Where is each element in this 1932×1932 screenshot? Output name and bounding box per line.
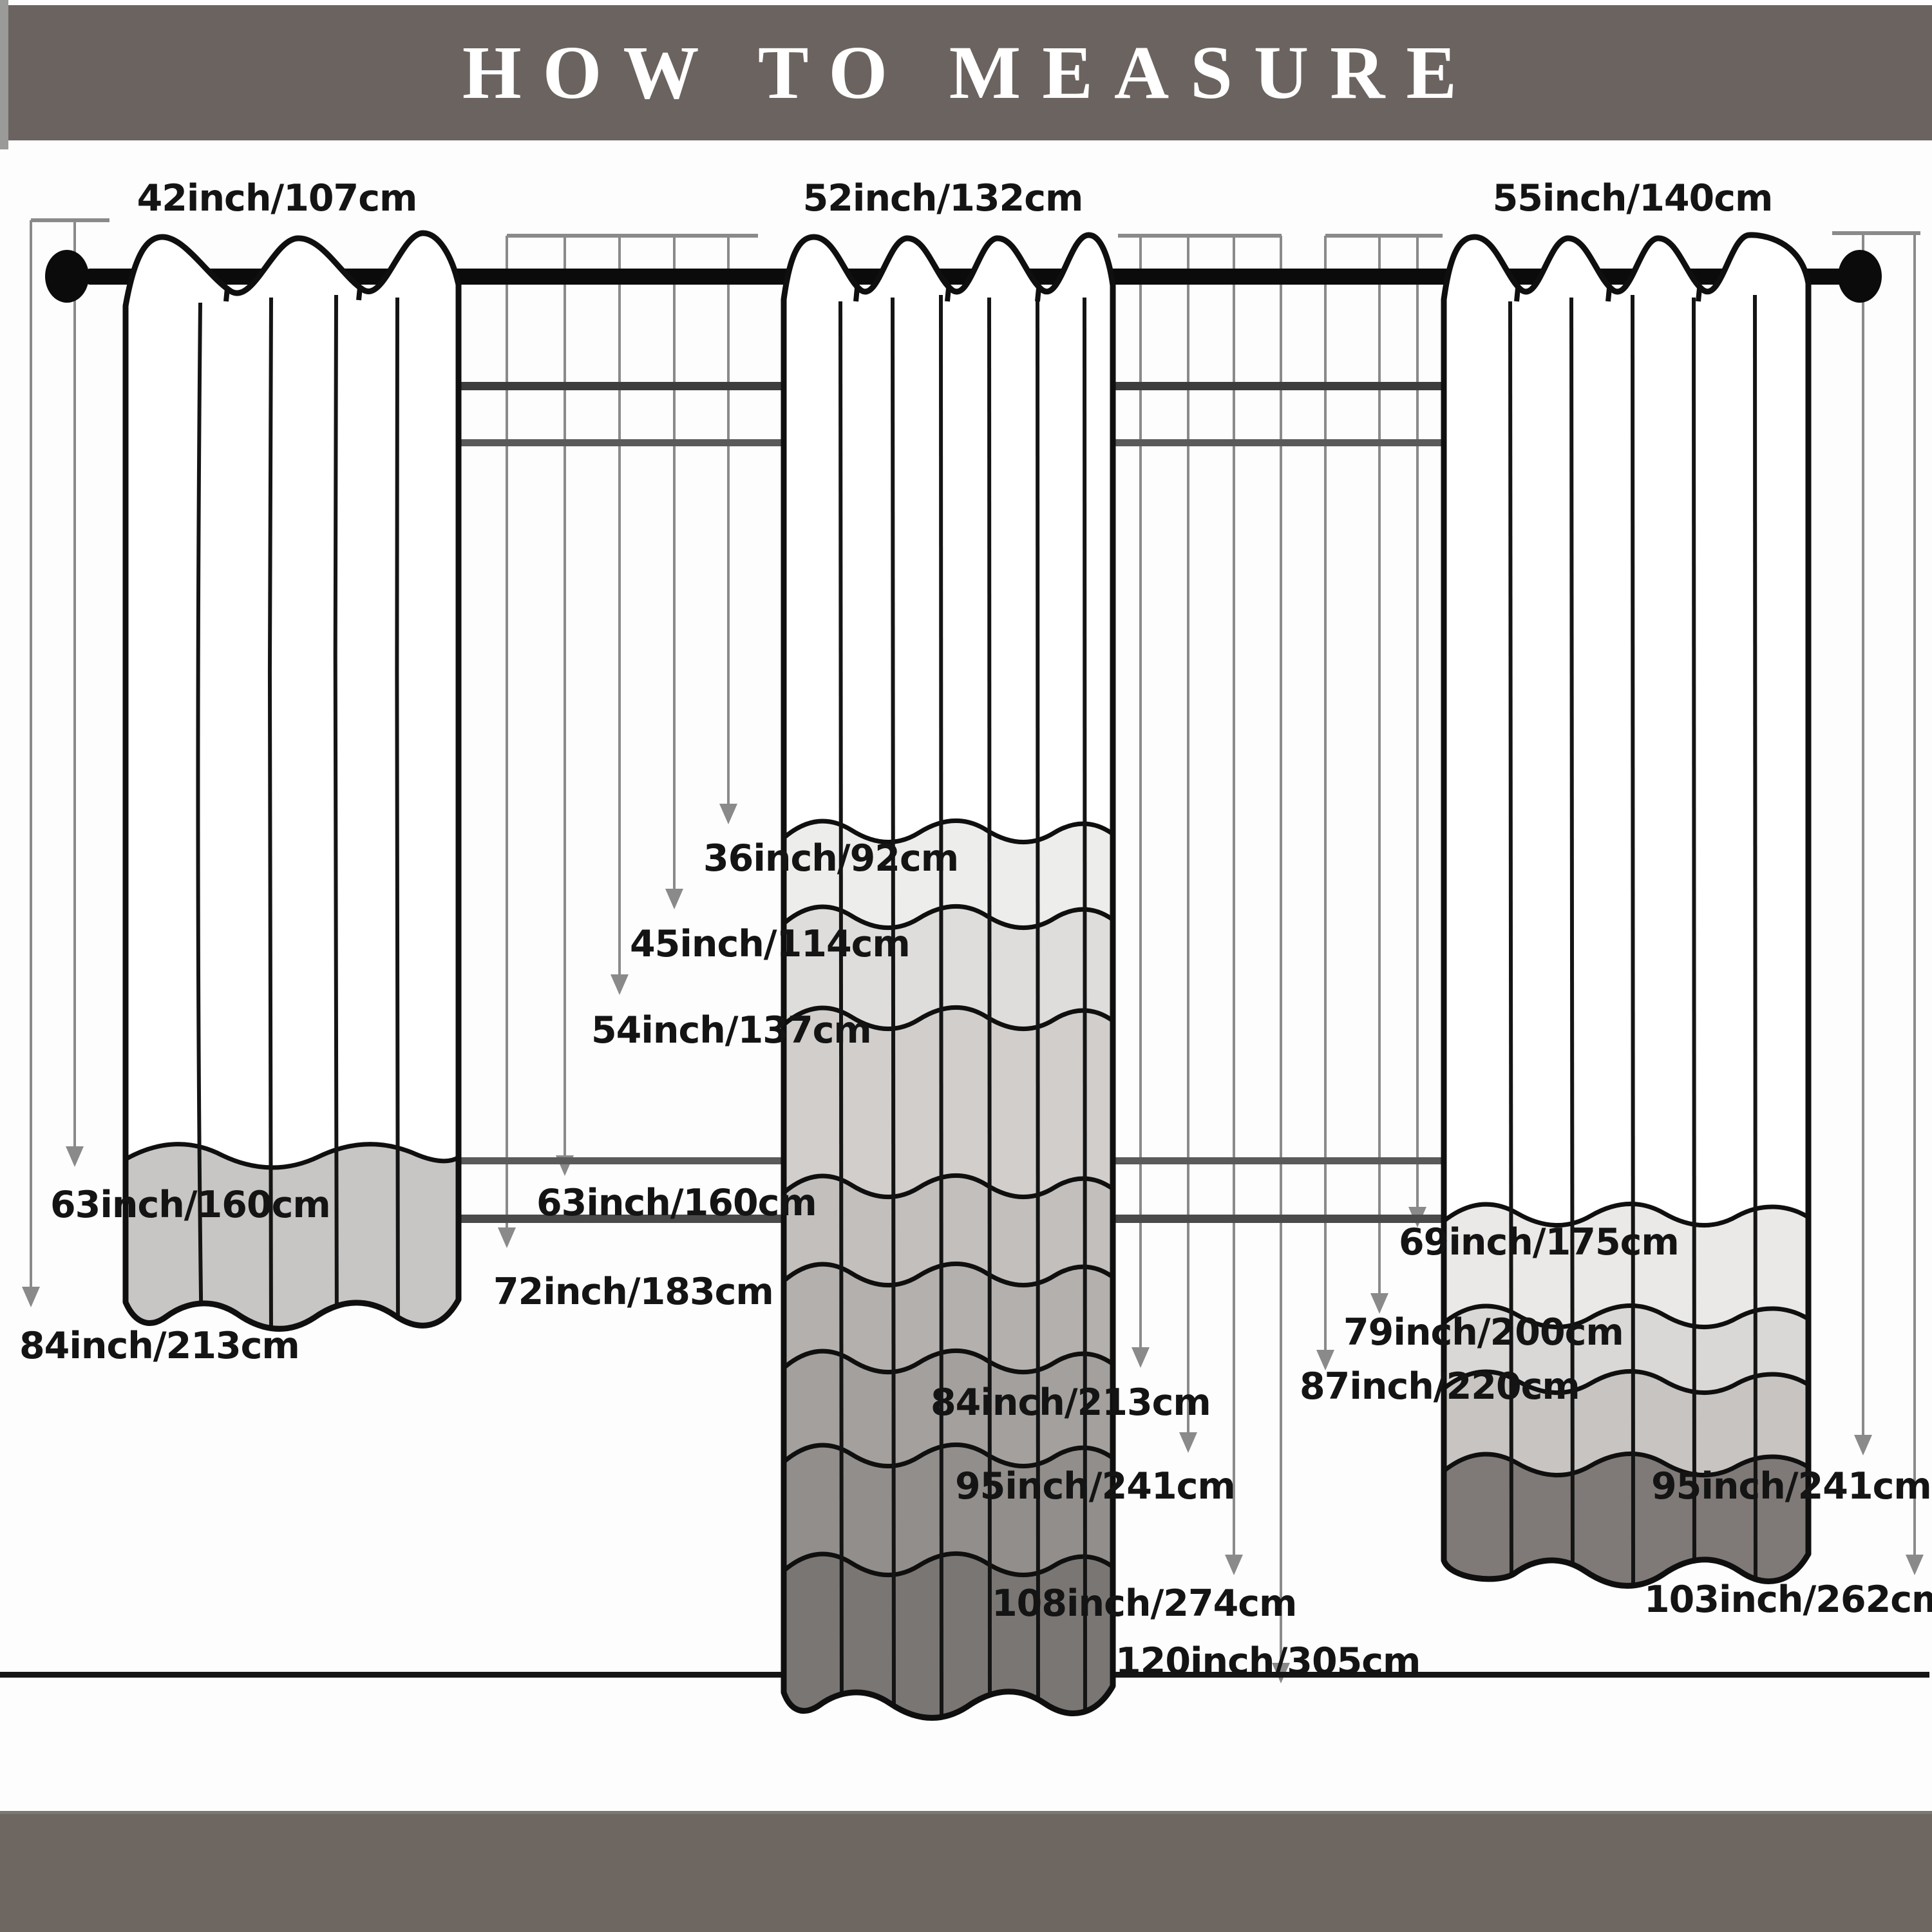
length-label-95-middle: 95inch/241cm [955, 1465, 1236, 1508]
curtain-middle [781, 232, 1116, 1721]
width-label-middle: 52inch/132cm [802, 177, 1084, 220]
length-label-36: 36inch/92cm [703, 837, 959, 880]
length-label-87: 87inch/220cm [1300, 1365, 1580, 1408]
fold-lines-left [196, 294, 400, 1329]
left-edge-strip [0, 0, 8, 149]
curtain-right [1441, 232, 1812, 1589]
length-label-63-middle: 63inch/160cm [536, 1182, 817, 1224]
title-banner: HOW TO MEASURE [8, 5, 1932, 140]
length-label-108: 108inch/274cm [992, 1582, 1297, 1625]
curtain-rod [45, 250, 1882, 303]
measurement-caps [31, 218, 1920, 238]
width-label-left: 42inch/107cm [137, 177, 418, 220]
length-label-84-middle: 84inch/213cm [931, 1381, 1211, 1424]
length-label-120: 120inch/305cm [1115, 1640, 1421, 1683]
fold-lines-middle [837, 294, 1087, 1718]
length-label-84-left: 84inch/213cm [19, 1325, 300, 1367]
length-label-95-right: 95inch/241cm [1651, 1465, 1932, 1508]
rod-finial-left [45, 250, 89, 303]
curtain-left [122, 230, 462, 1332]
footer-band [0, 1811, 1932, 1932]
length-label-45: 45inch/114cm [630, 923, 911, 965]
length-label-72: 72inch/183cm [493, 1271, 774, 1313]
width-label-right: 55inch/140cm [1492, 177, 1774, 220]
window-rails [451, 382, 1444, 1223]
length-label-69: 69inch/175cm [1399, 1221, 1680, 1264]
length-label-54: 54inch/137cm [591, 1009, 872, 1052]
length-label-63-left: 63inch/160cm [50, 1184, 331, 1226]
length-label-103: 103inch/262cm [1644, 1578, 1932, 1621]
measurement-lines [30, 220, 1916, 1667]
length-label-79: 79inch/200cm [1343, 1311, 1624, 1354]
page-title: HOW TO MEASURE [462, 30, 1479, 115]
rod-finial-right [1838, 250, 1882, 303]
